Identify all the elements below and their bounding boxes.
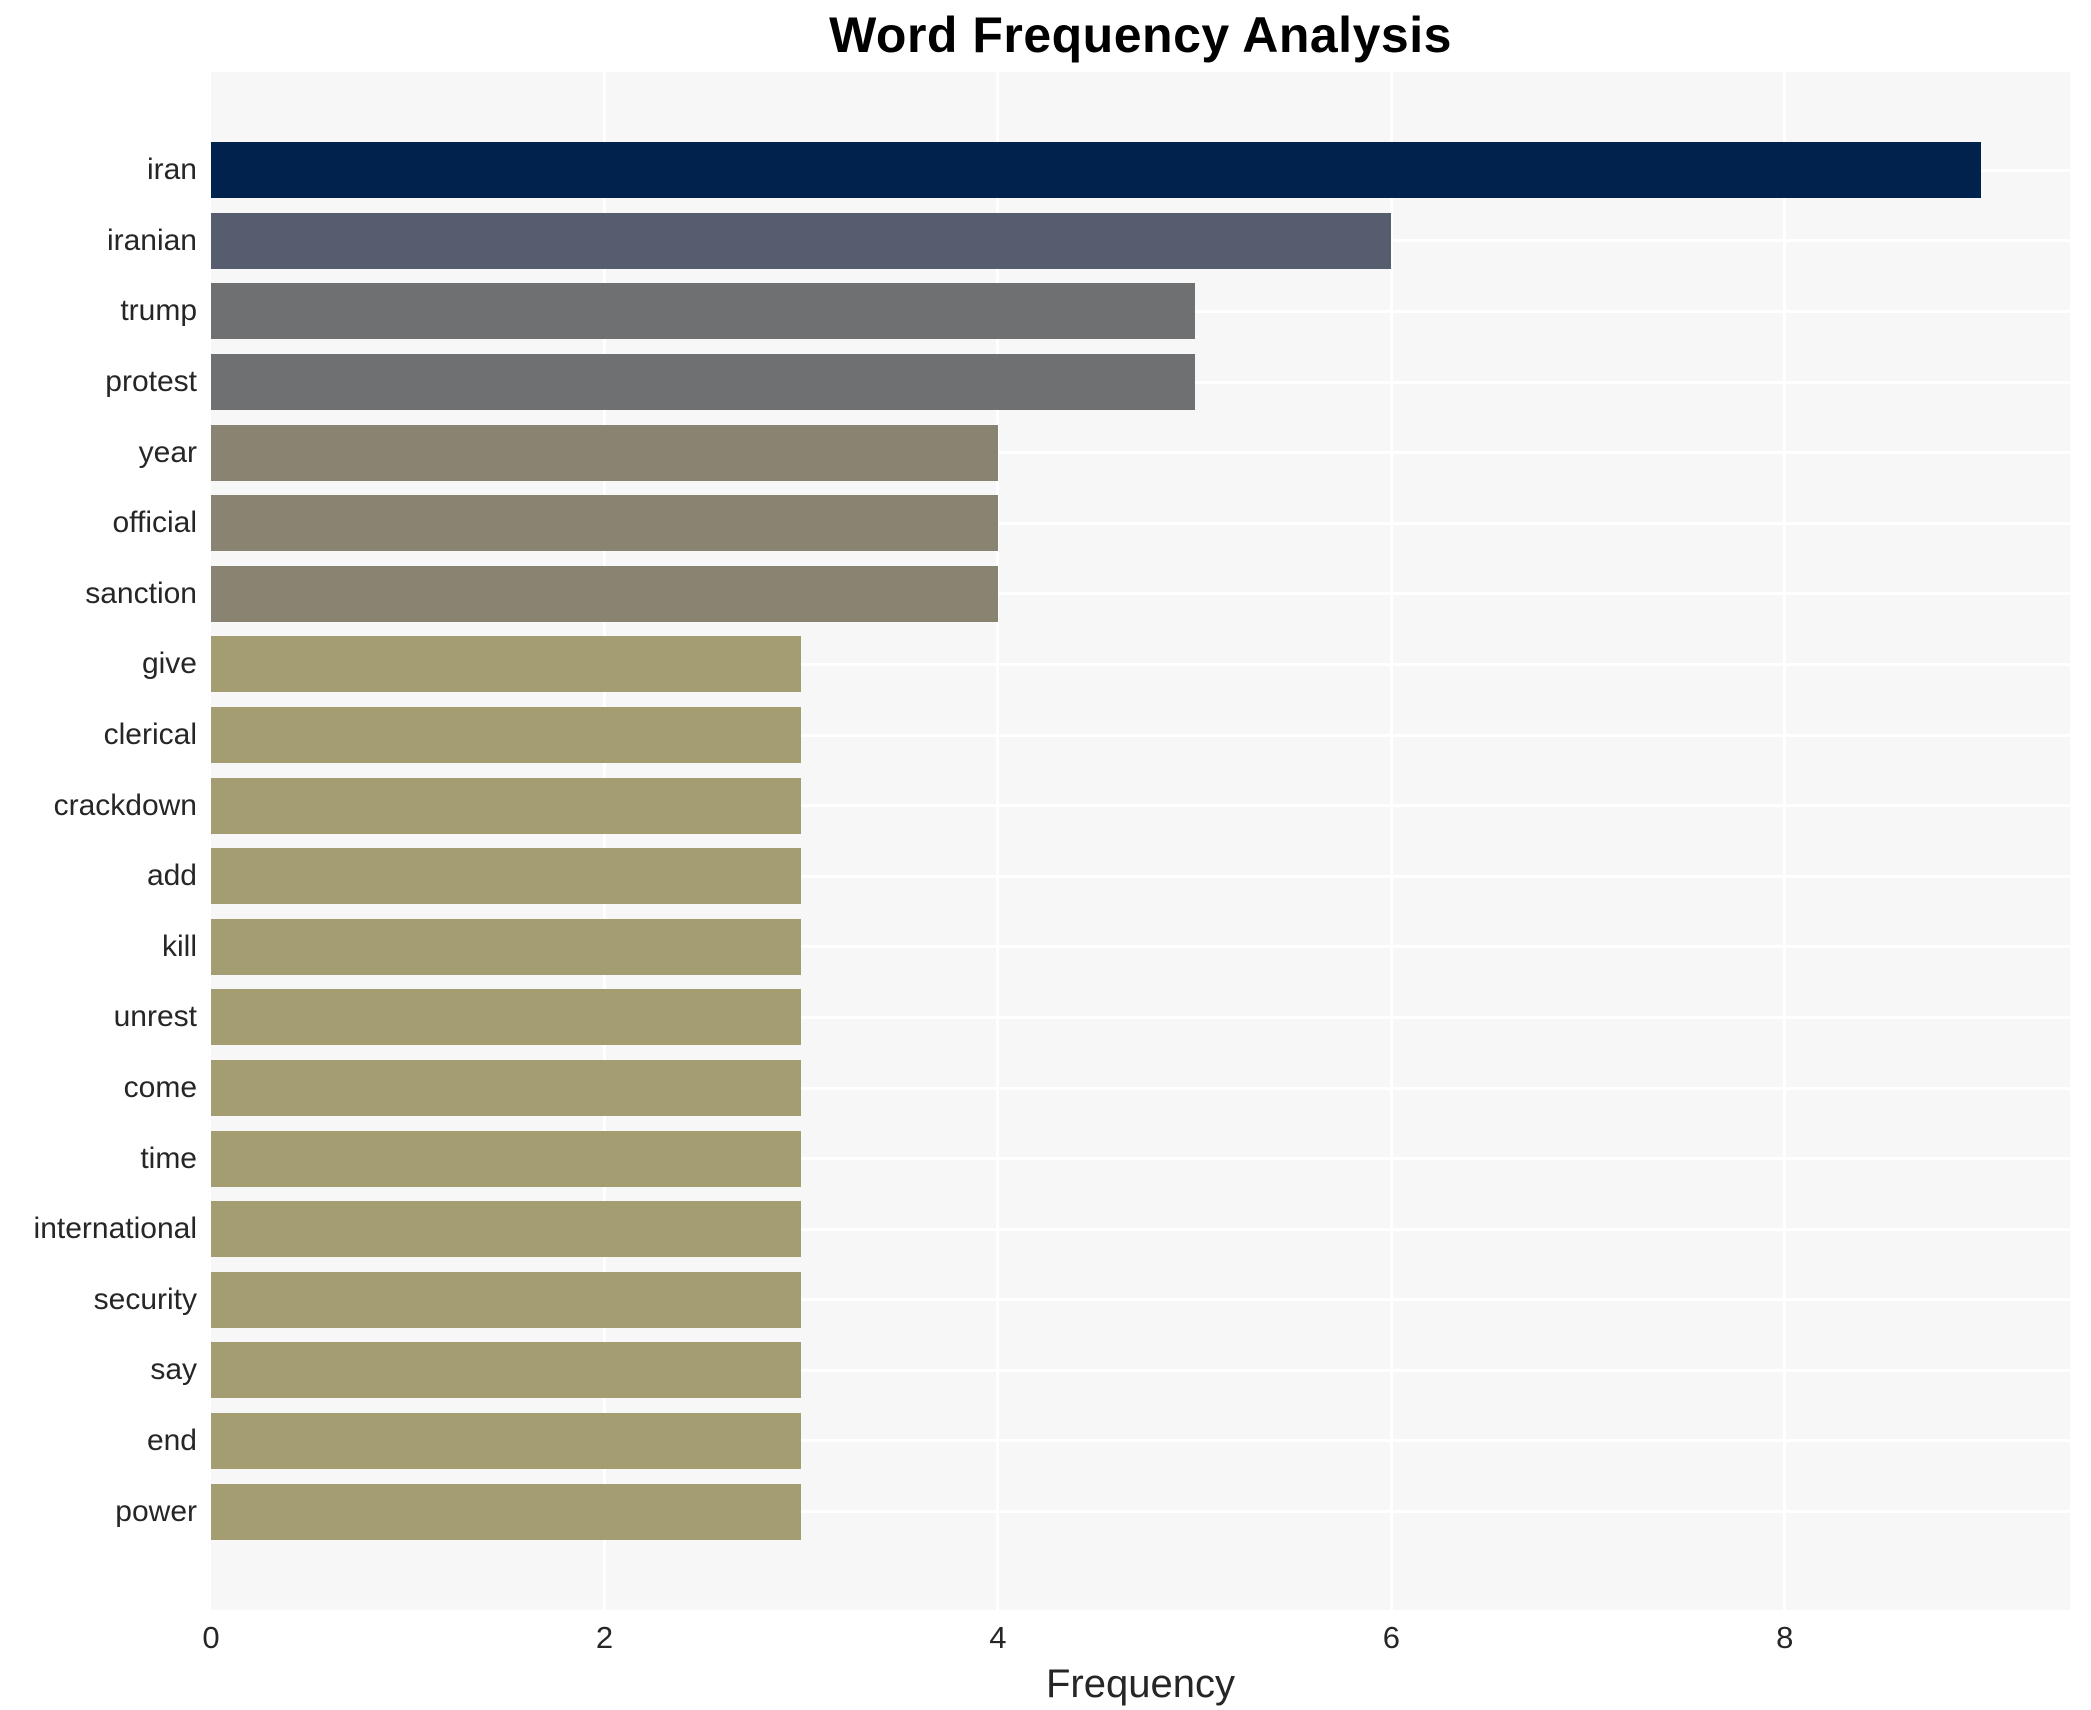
bar-give	[211, 636, 802, 693]
gridline-y	[211, 451, 2070, 455]
gridline-y	[211, 733, 2070, 737]
bar-power	[211, 1483, 802, 1540]
bar-row-security: security	[94, 1265, 2070, 1336]
bar-say	[211, 1342, 802, 1399]
x-tick-label-6: 6	[1382, 1620, 1400, 1655]
bars-layer: iran iranian trump protest year official sanct…	[34, 135, 2070, 1547]
bar-year	[211, 424, 998, 481]
gridline-y	[211, 1227, 2070, 1231]
x-axis-ticks: 0 2 4 6 8	[202, 1620, 2070, 1660]
bar-row-year: year	[139, 417, 2070, 488]
bar-international	[211, 1201, 802, 1258]
y-tick-label-security: security	[93, 1282, 197, 1316]
gridline-y	[211, 1439, 2070, 1443]
bar-clerical	[211, 707, 802, 764]
bar-row-give: give	[142, 629, 2070, 700]
gridline-y	[211, 1510, 2070, 1514]
gridline-x-6	[1389, 72, 1393, 1610]
y-tick-label-give: give	[141, 647, 197, 681]
bar-come	[211, 1060, 802, 1117]
bar-row-sanction: sanction	[85, 559, 2070, 630]
bar-row-official: official	[113, 488, 2070, 559]
gridline-y	[211, 1015, 2070, 1019]
x-tick-label-8: 8	[1776, 1620, 1794, 1655]
y-tick-label-kill: kill	[162, 929, 197, 963]
bar-security	[211, 1271, 802, 1328]
bar-iranian	[211, 212, 1392, 269]
bar-protest	[211, 354, 1195, 411]
bar-row-power: power	[115, 1476, 2070, 1547]
bar-row-kill: kill	[162, 912, 2070, 983]
plot-area: iran iranian trump protest year official sanct…	[34, 72, 2070, 1610]
bar-sanction	[211, 565, 998, 622]
gridline-y	[211, 1157, 2070, 1161]
y-tick-label-official: official	[112, 506, 198, 540]
bar-row-protest: protest	[105, 347, 2070, 418]
bar-add	[211, 848, 802, 905]
gridline-y	[211, 945, 2070, 949]
y-tick-label-time: time	[140, 1141, 197, 1175]
x-tick-label-0: 0	[202, 1620, 220, 1655]
gridline-y	[211, 874, 2070, 878]
y-tick-label-come: come	[123, 1071, 197, 1105]
bar-row-end: end	[147, 1406, 2070, 1477]
y-tick-label-iranian: iranian	[106, 223, 197, 257]
bar-row-unrest: unrest	[114, 982, 2070, 1053]
bar-end	[211, 1412, 802, 1469]
gridline-y	[211, 521, 2070, 525]
bar-crackdown	[211, 777, 802, 834]
bar-row-iran: iran	[147, 135, 2070, 206]
bar-row-add: add	[147, 841, 2070, 912]
bar-row-international: international	[34, 1194, 2070, 1265]
y-tick-label-international: international	[33, 1212, 197, 1246]
bar-row-clerical: clerical	[104, 700, 2070, 771]
bar-trump	[211, 283, 1195, 340]
gridline-y	[211, 1086, 2070, 1090]
y-tick-label-unrest: unrest	[113, 1000, 197, 1034]
y-tick-label-power: power	[115, 1494, 197, 1528]
bar-row-trump: trump	[120, 276, 2070, 347]
bar-official	[211, 495, 998, 552]
bar-row-time: time	[140, 1123, 2070, 1194]
gridline-y	[211, 1298, 2070, 1302]
bar-row-iranian: iranian	[107, 206, 2070, 277]
bar-row-come: come	[124, 1053, 2070, 1124]
bar-iran	[211, 142, 1982, 199]
bar-time	[211, 1130, 802, 1187]
gridline-y	[211, 592, 2070, 596]
y-tick-label-crackdown: crackdown	[53, 788, 197, 822]
bar-unrest	[211, 989, 802, 1046]
y-tick-label-end: end	[146, 1423, 197, 1457]
y-tick-label-year: year	[138, 435, 197, 469]
x-axis-label: Frequency	[1046, 1662, 1235, 1706]
y-tick-label-say: say	[150, 1353, 197, 1387]
x-tick-label-4: 4	[989, 1620, 1007, 1655]
y-tick-label-add: add	[146, 859, 197, 893]
y-tick-label-protest: protest	[105, 365, 197, 399]
y-tick-label-trump: trump	[120, 294, 197, 328]
bar-kill	[211, 918, 802, 975]
x-tick-label-2: 2	[595, 1620, 614, 1655]
gridline-y	[211, 1368, 2070, 1372]
gridline-x-2	[602, 72, 606, 1610]
y-tick-label-iran: iran	[146, 153, 197, 187]
gridline-x-4	[996, 72, 1000, 1610]
gridline-x-8	[1783, 72, 1787, 1610]
bar-row-say: say	[150, 1335, 2070, 1406]
y-tick-label-sanction: sanction	[85, 576, 197, 610]
chart-title: Word Frequency Analysis	[829, 7, 1452, 63]
gridline-y	[211, 804, 2070, 808]
bar-row-crackdown: crackdown	[54, 770, 2070, 841]
y-tick-label-clerical: clerical	[103, 718, 197, 752]
gridline-y	[211, 662, 2070, 666]
